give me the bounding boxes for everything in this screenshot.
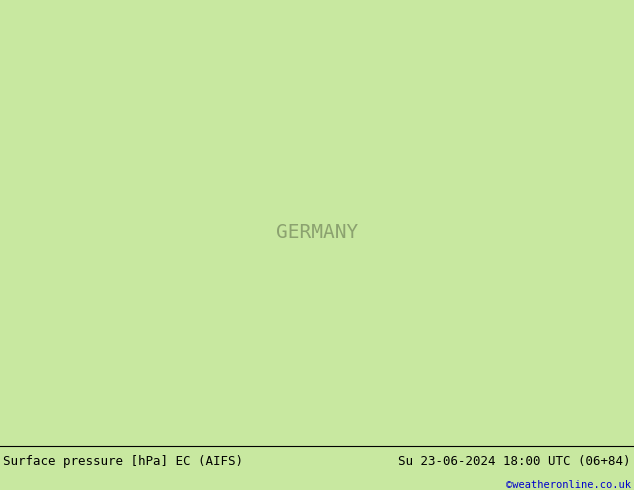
Text: Su 23-06-2024 18:00 UTC (06+84): Su 23-06-2024 18:00 UTC (06+84) <box>398 455 631 468</box>
Text: Surface pressure [hPa] EC (AIFS): Surface pressure [hPa] EC (AIFS) <box>3 455 243 468</box>
Text: ©weatheronline.co.uk: ©weatheronline.co.uk <box>506 480 631 490</box>
Text: GERMANY: GERMANY <box>276 223 358 242</box>
Polygon shape <box>0 0 634 444</box>
